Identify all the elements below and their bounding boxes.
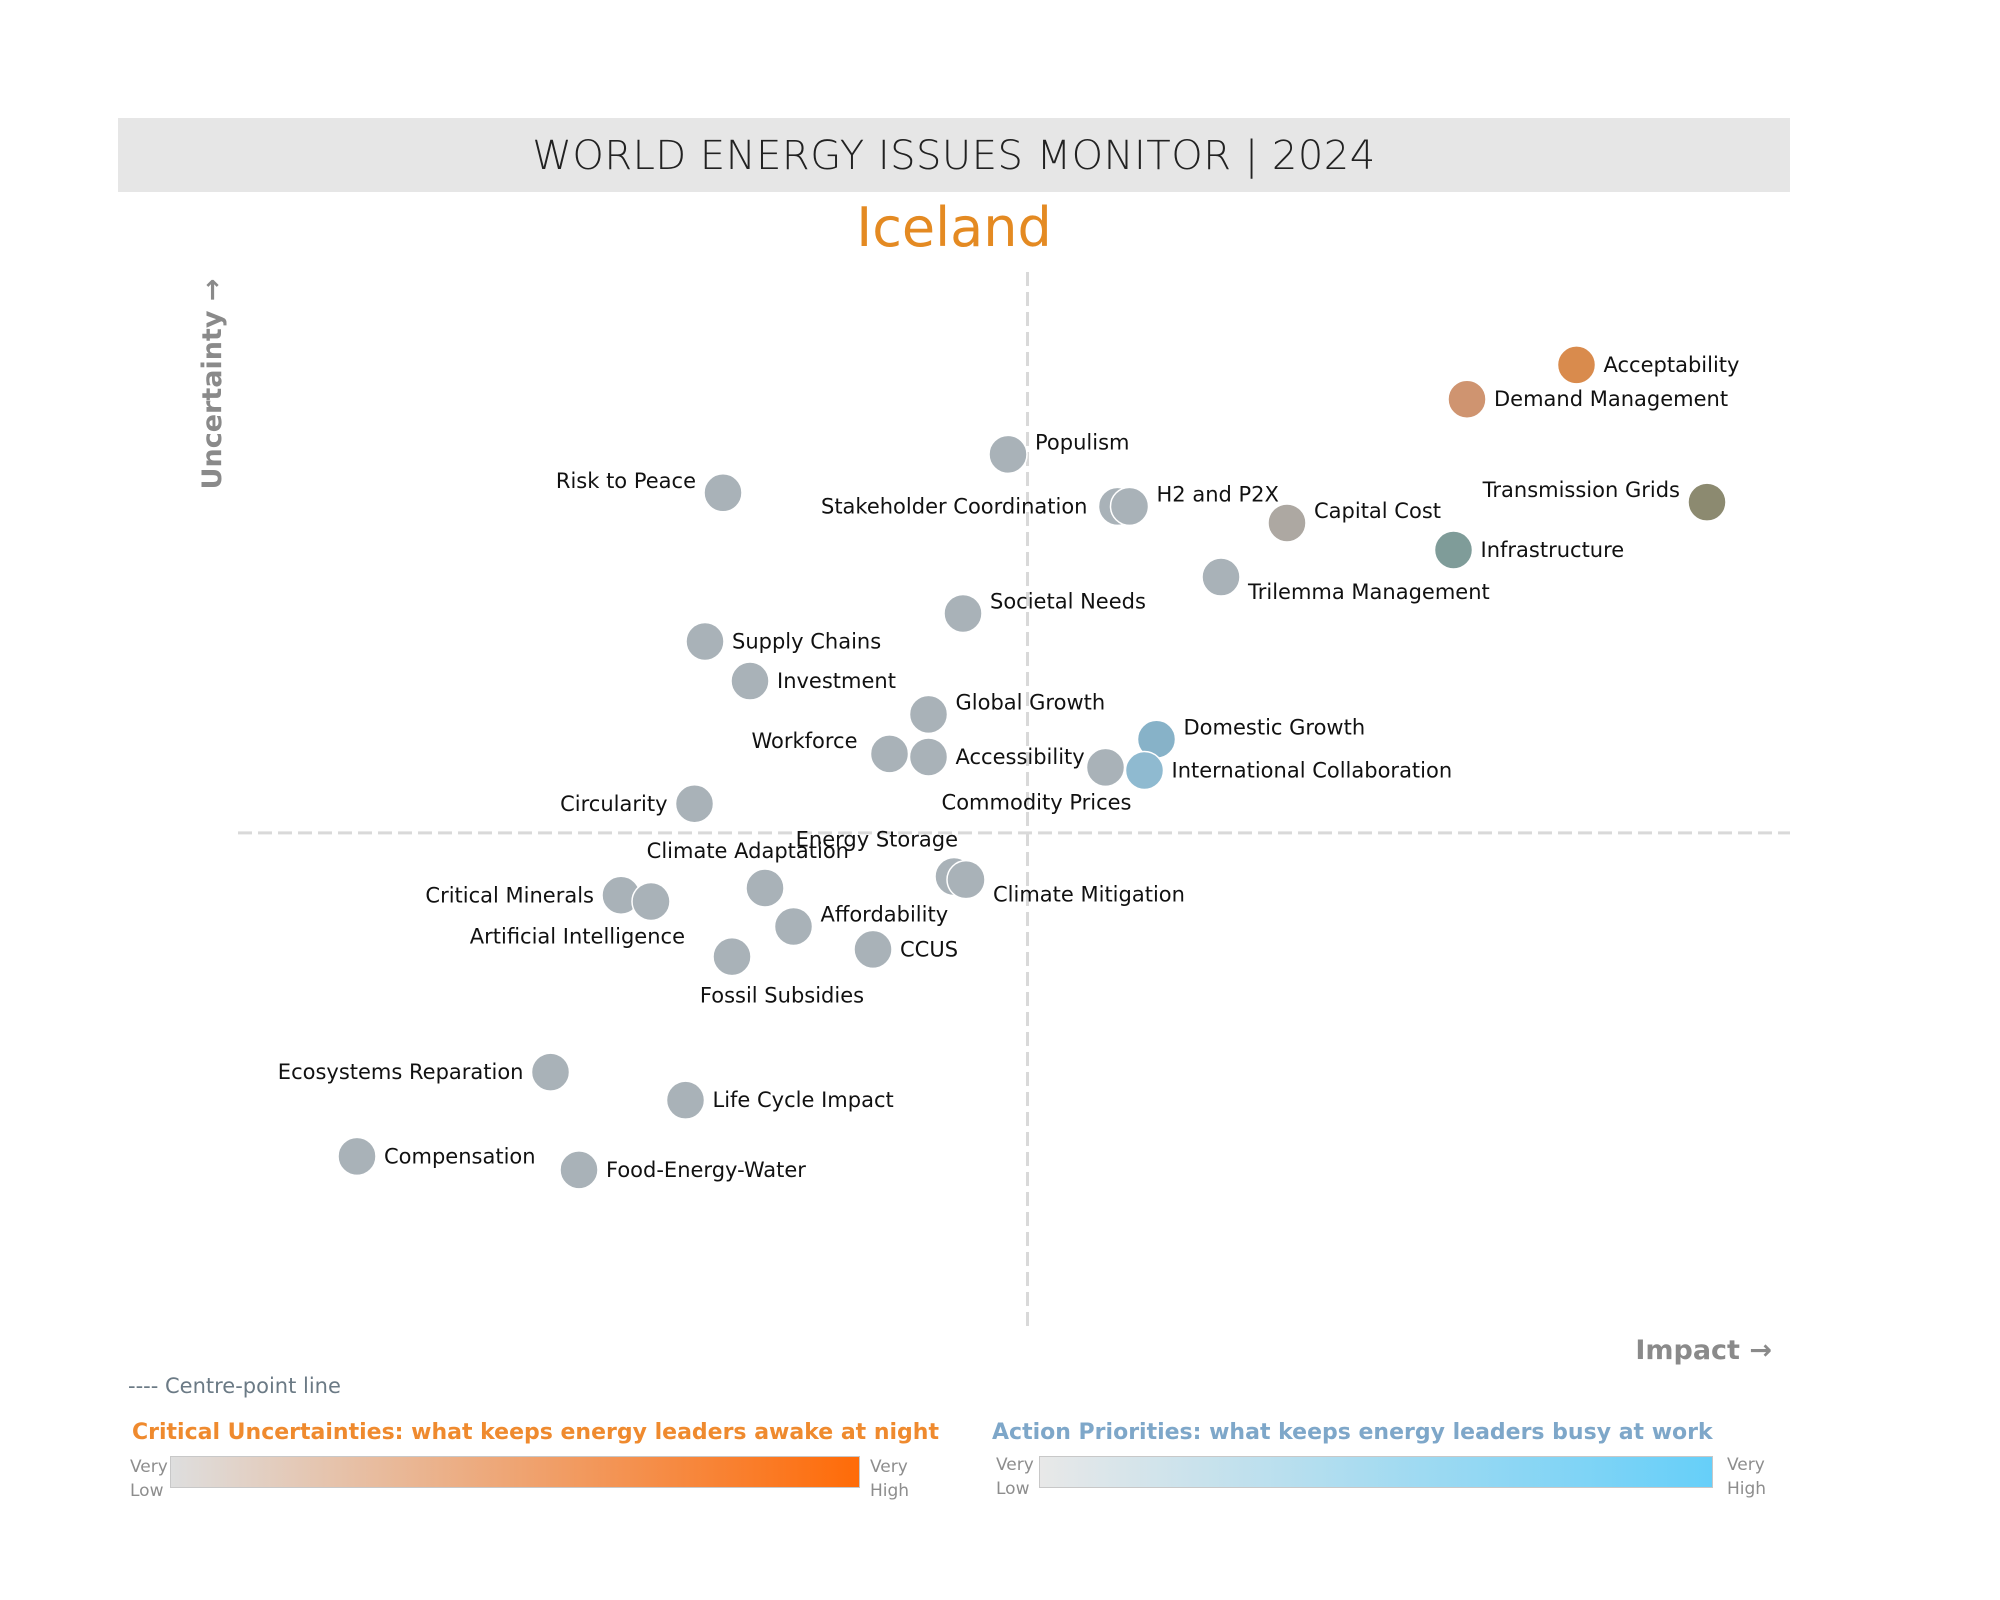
legend-critical-title: Critical Uncertainties: what keeps energ… — [132, 1420, 939, 1445]
point-label-capital-cost: Capital Cost — [1314, 499, 1441, 523]
point-affordability — [773, 906, 814, 947]
point-ecosystems-reparation — [530, 1052, 571, 1092]
legend-action-high-text: High — [1727, 1479, 1767, 1499]
point-global-growth — [908, 694, 949, 735]
point-acceptability — [1556, 345, 1597, 385]
point-label-supply-chains: Supply Chains — [732, 630, 881, 654]
point-label-energy-storage: Energy Storage — [796, 828, 958, 852]
point-climate-mitigation — [946, 859, 986, 900]
point-risk-to-peace — [703, 473, 743, 513]
point-commodity-prices — [1085, 747, 1126, 788]
point-artificial-intelligence — [631, 881, 671, 922]
point-label-commodity-prices: Commodity Prices — [942, 790, 1132, 814]
point-label-international-collaboration: International Collaboration — [1172, 758, 1453, 782]
point-capital-cost — [1267, 503, 1307, 543]
point-international-collaboration — [1124, 750, 1165, 791]
legend-action-high: Very High — [1727, 1453, 1787, 1501]
y-axis-label: Uncertainty → — [197, 279, 228, 490]
x-axis-label: Impact → — [1635, 1335, 1772, 1366]
legend-action-low: Very Low — [996, 1453, 1056, 1501]
labels-layer: Acceptability Demand Management Populism Ri… — [278, 353, 1740, 1182]
legend-critical-high-text: High — [870, 1481, 910, 1501]
legend-critical-very-high: Very — [870, 1457, 908, 1477]
legend-action-gradient — [1039, 1456, 1713, 1488]
points-layer — [337, 345, 1727, 1190]
title-bar: WORLD ENERGY ISSUES MONITOR | 2024 — [118, 118, 1790, 192]
legend-action-very: Very — [996, 1455, 1034, 1475]
point-label-climate-adaptation: Climate Adaptation — [647, 839, 849, 863]
point-life-cycle-impact — [665, 1080, 706, 1120]
legend-critical-high: Very High — [870, 1455, 930, 1503]
point-transmission-grids — [1687, 482, 1727, 522]
point-compensation — [337, 1136, 377, 1177]
legend-action-low-text: Low — [996, 1479, 1030, 1499]
point-populism — [988, 434, 1028, 475]
country-title: Iceland — [856, 196, 1052, 259]
point-societal-needs — [943, 593, 983, 634]
legend-critical-low-text: Low — [130, 1481, 164, 1501]
centre-point-note: ---- Centre-point line — [128, 1374, 341, 1398]
legend-critical-gradient — [170, 1456, 860, 1488]
point-label-ccus: CCUS — [900, 937, 958, 961]
point-label-global-growth: Global Growth — [956, 690, 1106, 714]
legend-action-very-high: Very — [1727, 1455, 1765, 1475]
point-label-accessibility: Accessibility — [956, 745, 1085, 769]
point-food-energy-water — [559, 1150, 599, 1190]
point-label-affordability: Affordability — [821, 902, 949, 926]
page-title: WORLD ENERGY ISSUES MONITOR | 2024 — [532, 133, 1376, 179]
point-label-h2-and-p2x: H2 and P2X — [1157, 482, 1279, 506]
point-label-stakeholder-coordination: Stakeholder Coordination — [821, 494, 1088, 518]
point-label-acceptability: Acceptability — [1604, 353, 1740, 377]
point-label-climate-mitigation: Climate Mitigation — [993, 883, 1185, 907]
point-label-domestic-growth: Domestic Growth — [1184, 715, 1366, 739]
point-label-ecosystems-reparation: Ecosystems Reparation — [278, 1060, 524, 1084]
point-label-circularity: Circularity — [560, 792, 667, 816]
point-trilemma-management — [1201, 557, 1241, 597]
point-climate-adaptation — [745, 868, 785, 908]
point-investment — [730, 661, 770, 701]
point-label-demand-management: Demand Management — [1494, 387, 1728, 411]
point-fossil-subsidies — [712, 936, 752, 977]
point-label-food-energy-water: Food-Energy-Water — [606, 1158, 806, 1182]
point-label-artificial-intelligence: Artificial Intelligence — [470, 925, 685, 949]
point-label-fossil-subsidies: Fossil Subsidies — [700, 984, 864, 1008]
point-circularity — [674, 784, 715, 824]
point-label-life-cycle-impact: Life Cycle Impact — [713, 1088, 894, 1112]
point-workforce — [869, 734, 910, 774]
point-demand-management — [1447, 379, 1487, 419]
point-label-investment: Investment — [777, 669, 896, 693]
point-label-compensation: Compensation — [384, 1144, 536, 1168]
legend-critical-very: Very — [130, 1457, 168, 1477]
point-ccus — [853, 929, 893, 970]
legend-critical-low: Very Low — [130, 1455, 190, 1503]
legend-action-title: Action Priorities: what keeps energy lea… — [992, 1420, 1713, 1445]
point-label-workforce: Workforce — [751, 729, 857, 753]
point-accessibility — [908, 737, 949, 777]
point-label-societal-needs: Societal Needs — [990, 589, 1146, 613]
point-label-risk-to-peace: Risk to Peace — [556, 469, 696, 493]
point-label-critical-minerals: Critical Minerals — [425, 883, 594, 907]
point-label-populism: Populism — [1035, 430, 1129, 454]
point-label-transmission-grids: Transmission Grids — [1482, 478, 1680, 502]
point-h2-and-p2x — [1109, 486, 1150, 527]
point-label-infrastructure: Infrastructure — [1481, 538, 1625, 562]
point-infrastructure — [1433, 530, 1474, 570]
point-label-trilemma-management: Trilemma Management — [1247, 580, 1490, 604]
point-supply-chains — [685, 621, 725, 662]
